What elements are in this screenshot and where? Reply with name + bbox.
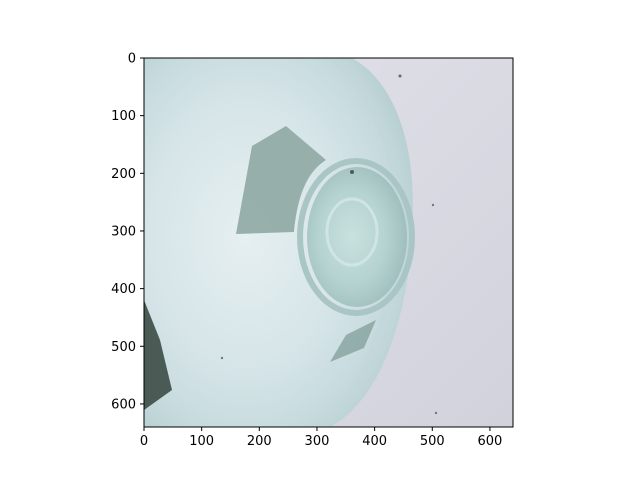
x-tick-label: 200	[247, 434, 272, 449]
y-tick-label: 400	[111, 282, 136, 297]
speck	[350, 170, 354, 174]
speck	[434, 411, 438, 415]
x-tick-label: 500	[420, 434, 445, 449]
speck	[398, 74, 402, 78]
bottle-base-inner	[325, 197, 379, 267]
bottle-base	[307, 167, 407, 307]
bottle-glass	[144, 58, 413, 427]
photo	[144, 58, 513, 427]
x-tick-label: 100	[189, 434, 214, 449]
x-axis-ticks: 0 100 200 300 400 500 600	[140, 427, 502, 449]
y-axis-ticks: 0 100 200 300 400 500 600	[111, 52, 144, 412]
speck	[220, 356, 224, 360]
bottle-base-ring	[297, 158, 415, 316]
y-tick-label: 200	[111, 167, 136, 182]
dark-shadow-left	[144, 300, 172, 410]
y-tick-label: 0	[128, 52, 136, 67]
y-tick-label: 100	[111, 109, 136, 124]
label-fragment-top	[236, 126, 326, 234]
speck	[431, 203, 435, 207]
y-tick-label: 300	[111, 224, 136, 239]
y-tick-label: 500	[111, 340, 136, 355]
x-tick-label: 400	[362, 434, 387, 449]
x-tick-label: 300	[305, 434, 330, 449]
y-tick-label: 600	[111, 397, 136, 412]
axes-frame	[143, 57, 514, 428]
x-tick-label: 600	[478, 434, 503, 449]
label-fragment-bottom	[330, 320, 376, 362]
x-tick-label: 0	[140, 434, 148, 449]
